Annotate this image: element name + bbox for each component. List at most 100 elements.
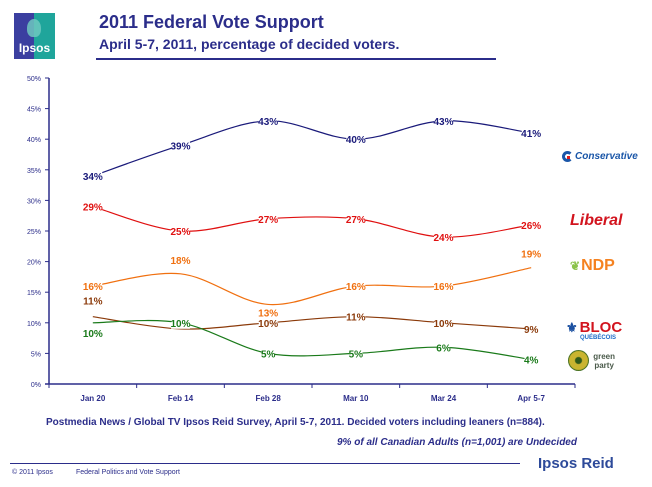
liberal-logo-text: Liberal: [570, 212, 623, 229]
y-tick-label: 5%: [31, 351, 41, 358]
series-line-conservative: [92, 120, 532, 177]
data-label-bg: [171, 140, 190, 152]
data-label-bloc-qu-b-cois: 11%: [346, 313, 366, 324]
conservative-logo: Conservative: [562, 151, 638, 162]
data-label-bg: [83, 201, 103, 213]
maple-leaf-icon: ❦: [570, 259, 581, 273]
data-label-ndp: 18%: [170, 256, 190, 267]
data-label-bg: [349, 348, 363, 360]
data-label-bg: [434, 281, 453, 293]
source-note: Postmedia News / Global TV Ipsos Reid Su…: [46, 417, 545, 428]
green-logo-text-bottom: party: [594, 360, 614, 370]
data-label-bg: [83, 170, 103, 182]
y-tick-label: 0%: [31, 382, 41, 389]
data-label-liberal: 24%: [433, 233, 453, 244]
data-label-bloc-qu-b-cois: 11%: [83, 297, 103, 308]
data-label-conservative: 34%: [83, 172, 103, 183]
data-label-green: 5%: [261, 349, 276, 360]
fleur-de-lis-icon: ⚜: [566, 320, 578, 335]
data-label-bg: [346, 213, 366, 225]
page-title: 2011 Federal Vote Support: [99, 12, 324, 32]
data-label-green: 6%: [436, 343, 451, 354]
data-label-green: 5%: [349, 349, 364, 360]
bloc-logo-text: BLOC: [579, 319, 623, 336]
series-line-ndp: [92, 267, 532, 306]
sunflower-icon: [568, 350, 589, 371]
data-label-bg: [83, 295, 103, 307]
liberal-logo: Liberal: [570, 212, 622, 230]
data-label-liberal: 29%: [83, 203, 103, 214]
data-label-liberal: 25%: [170, 227, 190, 238]
bloc-logo: ⚜ BLOC QUÉBÉCOIS: [566, 319, 623, 342]
x-tick-label: Feb 28: [255, 394, 281, 403]
series-line-bloc-qu-b-cois: [92, 316, 532, 330]
data-label-green: 10%: [83, 329, 103, 340]
series-line-liberal: [92, 205, 532, 238]
y-tick-label: 40%: [27, 137, 41, 144]
series-line-green: [92, 319, 532, 361]
data-label-bg: [524, 354, 538, 366]
footer-section-title: Federal Politics and Vote Support: [76, 469, 180, 476]
y-tick-label: 25%: [27, 229, 41, 236]
data-label-bg: [521, 248, 541, 260]
logo-text: Ipsos: [18, 41, 51, 55]
data-label-conservative: 43%: [258, 117, 278, 128]
x-tick-label: Mar 10: [343, 394, 369, 403]
data-label-bg: [521, 219, 541, 231]
x-tick-label: Mar 24: [431, 394, 457, 403]
data-label-conservative: 39%: [170, 141, 190, 152]
data-label-conservative: 41%: [521, 129, 541, 140]
y-tick-label: 50%: [27, 76, 41, 83]
head-silhouette-icon: [27, 19, 41, 37]
undecided-note: 9% of all Canadian Adults (n=1,001) are …: [337, 437, 577, 448]
data-label-bg: [346, 311, 366, 323]
bloc-logo-subtext: QUÉBÉCOIS: [580, 335, 617, 341]
data-label-bg: [436, 342, 451, 354]
data-label-bg: [346, 281, 366, 293]
y-tick-label: 30%: [27, 198, 41, 205]
data-label-bloc-qu-b-cois: 10%: [433, 319, 453, 330]
conservative-logo-text: Conservative: [575, 151, 638, 163]
green-logo-text-top: green: [593, 351, 616, 361]
data-label-bg: [258, 213, 278, 225]
data-label-conservative: 43%: [433, 117, 453, 128]
data-label-bg: [258, 115, 278, 127]
page-subtitle: April 5-7, 2011, percentage of decided v…: [99, 36, 400, 52]
data-label-bg: [171, 226, 190, 237]
title-divider: [96, 58, 496, 60]
ndp-logo: ❦NDP: [570, 257, 615, 275]
green-logo: green party: [568, 350, 615, 371]
data-label-bloc-qu-b-cois: 10%: [258, 319, 278, 330]
data-label-bg: [258, 307, 278, 319]
y-tick-label: 45%: [27, 107, 41, 114]
y-tick-label: 10%: [27, 321, 41, 328]
data-label-bg: [83, 281, 103, 293]
data-label-ndp: 19%: [521, 250, 541, 261]
data-label-bg: [521, 128, 541, 140]
y-tick-label: 20%: [27, 260, 41, 267]
data-label-bloc-qu-b-cois: 9%: [524, 325, 539, 336]
footer-copyright: © 2011 Ipsos: [12, 469, 53, 476]
data-label-conservative: 40%: [346, 135, 366, 146]
data-label-green: 10%: [170, 319, 190, 330]
x-tick-label: Apr 5-7: [517, 394, 545, 403]
footer-divider: [10, 463, 520, 464]
data-label-ndp: 13%: [258, 308, 278, 319]
data-label-bg: [83, 327, 103, 339]
data-label-bg: [261, 348, 275, 360]
data-label-liberal: 27%: [346, 215, 366, 226]
data-label-green: 4%: [524, 356, 539, 367]
footer-brand: Ipsos Reid: [538, 455, 614, 472]
ndp-logo-text: NDP: [581, 257, 615, 274]
data-label-ndp: 16%: [346, 282, 366, 293]
x-tick-label: Feb 14: [168, 394, 194, 403]
data-label-bg: [434, 317, 453, 329]
data-label-liberal: 27%: [258, 215, 278, 226]
data-label-bg: [434, 115, 453, 127]
data-label-liberal: 26%: [521, 221, 541, 232]
data-label-bg: [171, 317, 190, 329]
data-label-bg: [258, 317, 278, 329]
data-label-bg: [524, 323, 538, 335]
data-label-bg: [434, 232, 453, 244]
data-label-bg: [346, 134, 366, 146]
